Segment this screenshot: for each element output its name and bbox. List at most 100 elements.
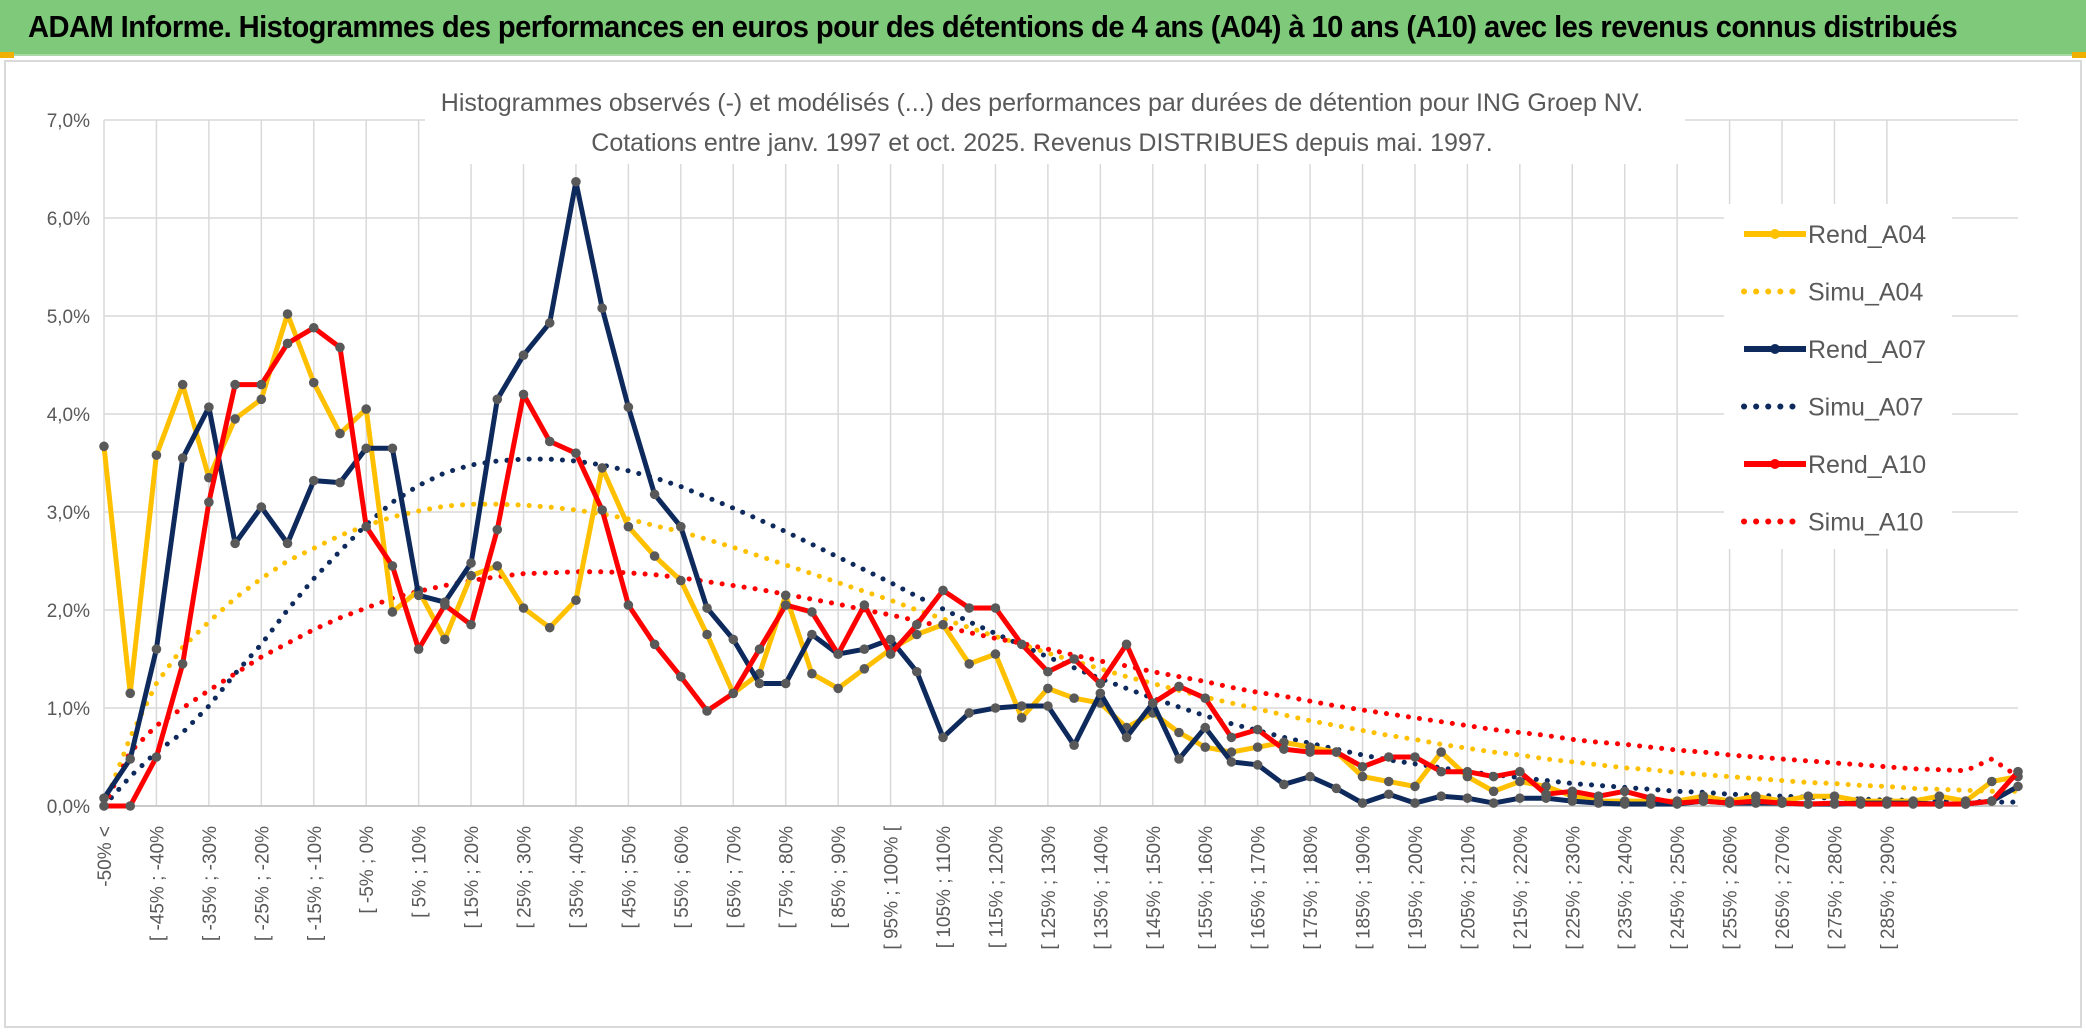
data-point <box>807 629 817 640</box>
data-point <box>1226 757 1237 767</box>
x-tick-label: [ 145% ; 150% <box>1144 826 1165 950</box>
data-point <box>1515 776 1525 787</box>
x-tick-label: [ 85% ; 90% <box>829 826 850 929</box>
data-point <box>99 801 109 811</box>
data-point <box>1383 789 1394 800</box>
series-simu-a04 <box>101 501 2021 809</box>
data-point <box>177 379 188 390</box>
series-line-simu-a04 <box>101 501 2021 809</box>
data-point <box>1252 742 1263 752</box>
data-point <box>1383 776 1394 787</box>
data-point <box>754 678 765 689</box>
x-tick-label: [ 275% ; 280% <box>1825 826 1846 950</box>
grid <box>103 119 2018 807</box>
data-point <box>230 538 240 549</box>
data-point <box>1855 799 1866 809</box>
data-point <box>230 379 240 390</box>
x-tick-label: [ 135% ; 140% <box>1091 826 1112 950</box>
data-point <box>1515 766 1525 777</box>
data-point <box>282 309 293 319</box>
chart-title: Histogrammes observés (-) et modélisés (… <box>441 89 1643 117</box>
data-point <box>754 644 765 654</box>
data-point <box>361 443 371 454</box>
data-point <box>1095 678 1106 689</box>
data-point <box>1410 752 1420 762</box>
data-point <box>282 338 293 349</box>
data-point <box>125 801 136 811</box>
x-tick-label: [ 155% ; 160% <box>1196 826 1217 950</box>
y-tick-label: 2,0% <box>47 601 90 622</box>
data-point <box>1226 732 1237 743</box>
data-point <box>466 558 476 568</box>
data-point <box>623 600 634 610</box>
y-tick-label: 7,0% <box>47 111 90 132</box>
x-tick-label: [ 75% ; 80% <box>777 826 798 929</box>
data-point <box>990 703 1001 713</box>
data-point <box>387 561 398 571</box>
y-tick-label: 5,0% <box>47 307 90 328</box>
x-tick-label: [ 235% ; 240% <box>1616 826 1637 950</box>
data-point <box>1882 799 1892 809</box>
data-point <box>1829 791 1840 801</box>
data-point <box>413 590 424 601</box>
data-point <box>911 666 922 677</box>
data-point <box>177 453 188 463</box>
data-point <box>230 414 240 424</box>
chart-titles: Histogrammes observés (-) et modélisés (… <box>425 78 1685 164</box>
data-point <box>1305 747 1315 757</box>
data-point <box>1174 727 1184 738</box>
data-point <box>1488 771 1499 782</box>
data-point <box>204 402 214 412</box>
data-point <box>649 551 660 561</box>
data-point <box>964 603 975 613</box>
data-point <box>1121 732 1132 743</box>
data-point <box>1252 724 1263 735</box>
x-tick-label: [ 125% ; 130% <box>1039 826 1060 950</box>
data-point <box>623 521 634 532</box>
legend-label: Rend_A10 <box>1808 451 1926 479</box>
data-point <box>256 502 267 512</box>
data-point <box>859 644 870 654</box>
data-point <box>1567 786 1578 797</box>
data-point <box>1488 798 1499 808</box>
data-point <box>466 619 476 630</box>
data-point <box>571 595 581 605</box>
data-point <box>361 404 371 414</box>
legend-label: Simu_A04 <box>1808 279 1923 307</box>
corner-accent-right <box>2072 52 2086 58</box>
data-point <box>702 706 712 716</box>
data-point <box>571 176 581 187</box>
legend-marker <box>1770 459 1780 469</box>
data-point <box>1043 683 1053 694</box>
data-point <box>1174 754 1184 764</box>
data-point <box>1436 791 1446 801</box>
chart-subtitle: Cotations entre janv. 1997 et oct. 2025.… <box>591 129 1492 157</box>
data-point <box>1488 786 1499 797</box>
data-point <box>1698 796 1709 806</box>
data-point <box>518 603 529 613</box>
data-point <box>125 754 136 764</box>
x-tick-label: [ 265% ; 270% <box>1773 826 1794 950</box>
data-point <box>1619 799 1630 809</box>
data-point <box>1331 783 1342 794</box>
data-point <box>1593 791 1604 801</box>
data-point <box>1436 747 1446 757</box>
data-point <box>1200 722 1211 733</box>
data-point <box>911 619 922 630</box>
data-point <box>1095 688 1106 699</box>
data-point <box>1252 760 1263 770</box>
data-point <box>833 683 843 694</box>
data-point <box>1803 791 1814 801</box>
y-tick-label: 6,0% <box>47 209 90 230</box>
x-tick-label: [ 35% ; 40% <box>567 826 588 929</box>
legend-item-rend-a10: Rend_A10 <box>1744 451 1926 479</box>
data-point <box>990 649 1001 659</box>
x-tick-label: [ 65% ; 70% <box>724 826 745 929</box>
data-point <box>492 524 503 535</box>
data-point <box>256 379 267 390</box>
data-point <box>440 634 450 645</box>
data-point <box>780 600 791 610</box>
data-point <box>623 402 634 412</box>
x-tick-label: [ 255% ; 260% <box>1721 826 1742 950</box>
